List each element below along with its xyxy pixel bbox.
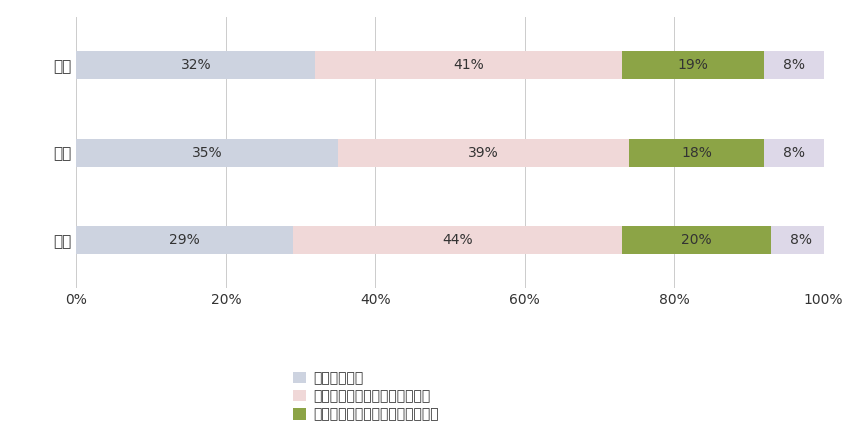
Text: 20%: 20% — [681, 233, 711, 247]
Text: 18%: 18% — [681, 145, 712, 160]
Text: 39%: 39% — [468, 145, 499, 160]
Bar — [629, 139, 764, 167]
Text: 29%: 29% — [169, 233, 200, 247]
Text: 8%: 8% — [783, 145, 805, 160]
Bar — [764, 139, 824, 167]
Bar — [764, 51, 824, 79]
Bar — [316, 51, 621, 79]
Bar — [338, 139, 629, 167]
Bar — [76, 139, 338, 167]
Bar — [76, 226, 293, 254]
Text: 44%: 44% — [442, 233, 473, 247]
Text: 8%: 8% — [790, 233, 812, 247]
Legend: 心配している, どちらかというと心配している, どちらかというと心配していない, 心配していない: 心配している, どちらかというと心配している, どちらかというと心配していない,… — [293, 371, 439, 424]
Text: 41%: 41% — [453, 58, 484, 72]
Bar — [621, 226, 771, 254]
Bar — [76, 51, 316, 79]
Text: 32%: 32% — [181, 58, 211, 72]
Text: 35%: 35% — [192, 145, 222, 160]
Text: 19%: 19% — [678, 58, 708, 72]
Bar — [293, 226, 621, 254]
Text: 8%: 8% — [783, 58, 805, 72]
Bar — [771, 226, 831, 254]
Bar — [621, 51, 764, 79]
